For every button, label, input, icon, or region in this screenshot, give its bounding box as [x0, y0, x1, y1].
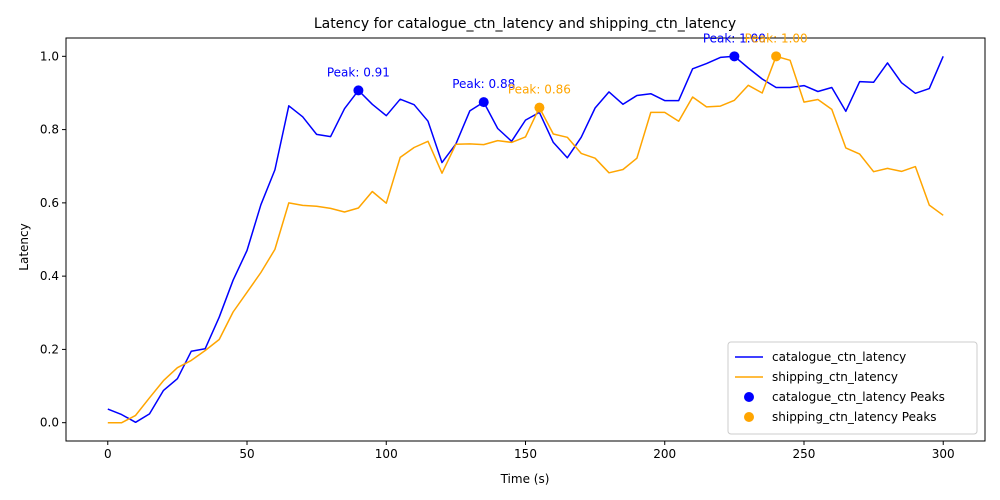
legend-marker-swatch	[744, 412, 754, 422]
peak-label: Peak: 0.88	[452, 77, 515, 91]
x-tick-label: 150	[514, 447, 537, 461]
y-tick-label: 1.0	[40, 49, 59, 63]
x-tick-label: 50	[239, 447, 254, 461]
peak-label: Peak: 1.00	[745, 31, 808, 45]
y-tick-label: 0.2	[40, 342, 59, 356]
legend-label: shipping_ctn_latency Peaks	[772, 410, 937, 424]
y-axis-label: Latency	[17, 223, 31, 270]
legend-label: shipping_ctn_latency	[772, 370, 898, 384]
y-tick-label: 0.8	[40, 123, 59, 137]
legend-label: catalogue_ctn_latency	[772, 350, 906, 364]
y-tick-label: 0.4	[40, 269, 59, 283]
x-tick-label: 200	[653, 447, 676, 461]
y-tick-label: 0.0	[40, 416, 59, 430]
series-line-shipping_ctn_latency	[107, 55, 944, 424]
peak-marker	[771, 51, 782, 62]
x-tick-label: 100	[375, 447, 398, 461]
y-tick-label: 0.6	[40, 196, 59, 210]
legend: catalogue_ctn_latency shipping_ctn_latenc…	[727, 341, 978, 435]
plot-area: 0 50 100 150 200 250 300 0.0 0.2 0.4 0.6 0.8 1.0 Peak…	[40, 31, 986, 461]
x-axis-label: Time (s)	[500, 472, 550, 486]
peak-marker	[353, 85, 364, 96]
chart-title: Latency for catalogue_ctn_latency and sh…	[314, 16, 736, 32]
series-line-catalogue_ctn_latency	[107, 55, 944, 424]
legend-box	[727, 341, 978, 435]
peak-marker	[478, 97, 489, 108]
x-tick-label: 250	[793, 447, 816, 461]
legend-marker-swatch	[744, 392, 754, 402]
legend-label: catalogue_ctn_latency Peaks	[772, 390, 945, 404]
peak-label: Peak: 0.86	[508, 83, 571, 97]
peak-label: Peak: 0.91	[327, 65, 390, 79]
peak-label: Peak: 1.00	[703, 31, 766, 45]
peak-marker	[534, 102, 545, 113]
x-tick-label: 0	[104, 447, 112, 461]
peak-marker	[729, 51, 740, 62]
x-tick-label: 300	[932, 447, 955, 461]
